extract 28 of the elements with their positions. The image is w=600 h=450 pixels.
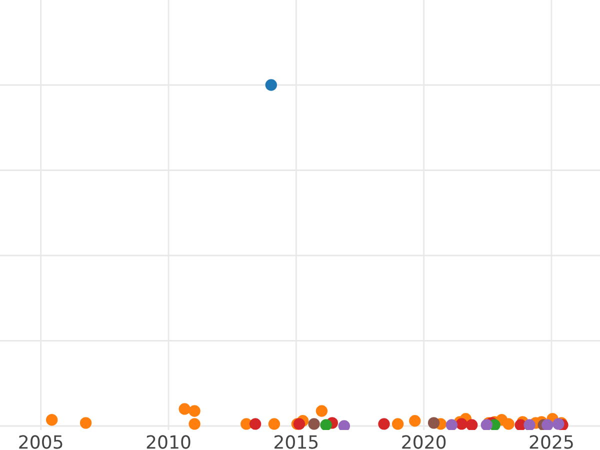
x-tick-label: 2010 [146, 435, 190, 449]
point [542, 419, 554, 430]
x-tick-label: 2015 [274, 435, 318, 449]
point [249, 418, 262, 430]
point [502, 418, 514, 430]
x-tick-label: 2025 [530, 435, 573, 449]
point [392, 418, 404, 430]
point [46, 414, 58, 426]
point [378, 418, 390, 430]
point [524, 419, 536, 430]
point [320, 419, 332, 430]
point [480, 419, 492, 430]
point [265, 79, 277, 91]
point [428, 417, 440, 429]
point [552, 418, 564, 430]
x-tick-label: 2005 [19, 435, 62, 449]
point [409, 415, 421, 427]
point [188, 418, 200, 430]
point [80, 417, 92, 429]
point [446, 419, 458, 430]
point [308, 418, 320, 430]
point [338, 420, 350, 430]
point [268, 418, 280, 430]
x-tick-label: 2020 [402, 435, 446, 449]
point [188, 405, 200, 417]
point [466, 419, 478, 430]
point [316, 405, 328, 417]
point [178, 403, 190, 415]
